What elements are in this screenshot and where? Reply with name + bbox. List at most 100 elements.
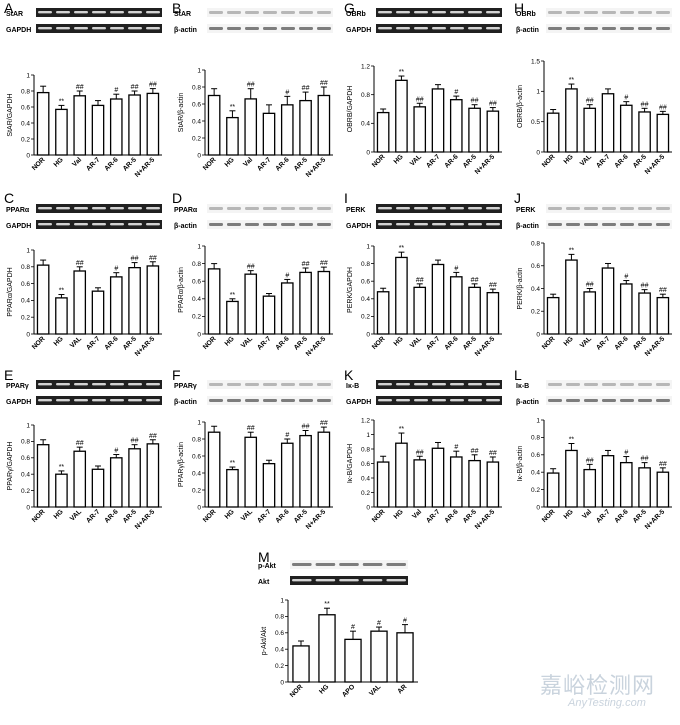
blot-label: Iκ-B bbox=[516, 383, 529, 390]
significance-mark: ## bbox=[489, 282, 497, 289]
significance-mark: ** bbox=[59, 288, 65, 295]
blot-band bbox=[92, 399, 106, 402]
blot-band bbox=[209, 11, 223, 14]
x-tick-label: HG bbox=[563, 508, 575, 520]
blot-band bbox=[566, 399, 580, 402]
significance-mark: ## bbox=[586, 98, 594, 105]
blot-band bbox=[584, 207, 598, 210]
blot-band bbox=[74, 27, 88, 30]
blot-band bbox=[92, 27, 106, 30]
significance-mark: ## bbox=[641, 456, 649, 463]
bar bbox=[109, 276, 123, 335]
blot-band bbox=[468, 11, 482, 14]
bar bbox=[317, 431, 331, 508]
x-tick-label: AR-6 bbox=[444, 508, 460, 524]
significance-mark: # bbox=[351, 624, 355, 631]
y-tick-label: 0.2 bbox=[531, 309, 540, 316]
blot-band bbox=[74, 223, 88, 226]
bar bbox=[91, 468, 105, 508]
x-tick-label: AR-6 bbox=[275, 335, 291, 351]
panel-letter: E bbox=[4, 367, 13, 383]
significance-mark: # bbox=[454, 265, 458, 272]
bar bbox=[486, 291, 500, 335]
x-tick-label: AR-5 bbox=[632, 335, 648, 351]
blot-band bbox=[56, 27, 70, 30]
significance-mark: ## bbox=[416, 96, 424, 103]
significance-mark: # bbox=[114, 448, 118, 455]
bar bbox=[146, 443, 160, 508]
x-tick-label: HG bbox=[393, 153, 405, 165]
blot-band bbox=[414, 27, 428, 30]
x-tick-label: NOR bbox=[371, 153, 387, 169]
blot-band bbox=[317, 223, 331, 226]
panel-letter: I bbox=[344, 190, 348, 206]
y-tick-label: 0.8 bbox=[361, 261, 370, 268]
bar bbox=[299, 99, 312, 156]
bar bbox=[318, 614, 336, 683]
blot-band bbox=[209, 207, 223, 210]
blot-band bbox=[146, 383, 160, 386]
bar bbox=[565, 449, 578, 508]
y-axis-label: PPARγ/GAPDH bbox=[7, 442, 14, 491]
watermark-chinese: 嘉峪检测网 bbox=[540, 674, 656, 699]
y-tick-label: 0.4 bbox=[21, 120, 30, 127]
x-tick-label: HG bbox=[53, 508, 65, 520]
x-tick-label: AR-5 bbox=[632, 153, 648, 169]
bar bbox=[376, 461, 390, 508]
y-tick-label: 0.2 bbox=[275, 663, 284, 670]
bar bbox=[109, 98, 123, 156]
blot-band bbox=[620, 223, 634, 226]
x-tick-label: HG bbox=[318, 683, 330, 695]
x-tick-label: AR-6 bbox=[275, 508, 291, 524]
y-tick-label: 0.4 bbox=[192, 470, 201, 477]
x-tick-label: VAL bbox=[69, 335, 83, 349]
blot-band bbox=[281, 383, 295, 386]
x-tick-label: Val bbox=[71, 156, 83, 168]
watermark-english: AnyTesting.com bbox=[568, 697, 646, 709]
blot-band bbox=[339, 563, 359, 566]
y-tick-label: 0.6 bbox=[531, 263, 540, 270]
bar bbox=[73, 95, 87, 156]
x-tick-label: NOR bbox=[31, 508, 47, 524]
significance-mark: ## bbox=[131, 438, 139, 445]
panel-letter: K bbox=[344, 367, 354, 383]
y-tick-label: 0 bbox=[26, 331, 30, 338]
blot-band bbox=[432, 27, 446, 30]
x-tick-label: AR-7 bbox=[595, 335, 611, 351]
bar bbox=[376, 111, 390, 153]
significance-mark: ## bbox=[320, 80, 328, 87]
significance-mark: # bbox=[285, 432, 289, 439]
y-tick-label: 0 bbox=[280, 679, 284, 686]
bar bbox=[36, 264, 50, 335]
blot-band bbox=[56, 11, 70, 14]
significance-mark: ## bbox=[302, 424, 310, 431]
blot-band bbox=[299, 207, 313, 210]
y-tick-label: 0.8 bbox=[361, 446, 370, 453]
bar bbox=[546, 112, 560, 153]
blot-band bbox=[92, 383, 106, 386]
blot-band bbox=[146, 207, 160, 210]
panel-letter: B bbox=[172, 0, 181, 16]
x-tick-label: AR-5 bbox=[122, 156, 138, 172]
y-tick-label: 1 bbox=[197, 67, 201, 74]
x-tick-label: NOR bbox=[31, 156, 47, 172]
blot-band bbox=[638, 399, 652, 402]
bar bbox=[91, 290, 105, 335]
bar bbox=[36, 91, 50, 156]
blot-label: β-actin bbox=[174, 223, 197, 230]
y-tick-label: 1.2 bbox=[361, 63, 370, 70]
bar bbox=[656, 471, 670, 508]
x-tick-label: N+AR-5 bbox=[305, 508, 328, 531]
x-tick-label: AR-6 bbox=[614, 335, 630, 351]
blot-band bbox=[92, 11, 106, 14]
blot-band bbox=[110, 223, 124, 226]
y-tick-label: 0.4 bbox=[531, 286, 540, 293]
x-tick-label: AR-5 bbox=[632, 508, 648, 524]
blot-band bbox=[396, 207, 410, 210]
y-tick-label: 1 bbox=[197, 419, 201, 426]
bar bbox=[601, 267, 615, 335]
y-tick-label: 0.8 bbox=[21, 88, 30, 95]
y-axis-label: StAR/GAPDH bbox=[7, 93, 14, 136]
